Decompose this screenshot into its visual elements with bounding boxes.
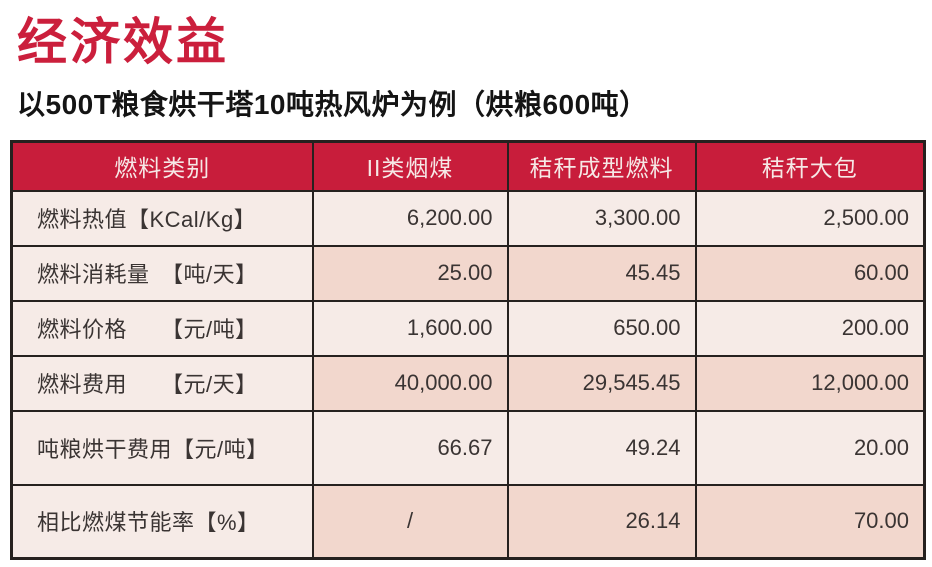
table-row: 燃料热值【KCal/Kg】 6,200.00 3,300.00 2,500.00 (10, 189, 926, 247)
value-cell: 45.45 (506, 244, 697, 302)
row-label-energy-saving-rate: 相比燃煤节能率【%】 (10, 483, 314, 560)
value-cell: 650.00 (506, 299, 697, 357)
value-cell: 70.00 (694, 483, 926, 560)
column-header-straw-briquette: 秸秆成型燃料 (506, 140, 697, 192)
value-cell: 2,500.00 (694, 189, 926, 247)
row-label-fuel-price: 燃料价格 【元/吨】 (10, 299, 314, 357)
value-cell: 200.00 (694, 299, 926, 357)
column-header-bituminous-coal: II类烟煤 (311, 140, 509, 192)
value-cell: 1,600.00 (311, 299, 509, 357)
row-label-fuel-cost: 燃料费用 【元/天】 (10, 354, 314, 412)
row-label-calorific-value: 燃料热值【KCal/Kg】 (10, 189, 314, 247)
row-label-drying-cost-per-ton: 吨粮烘干费用【元/吨】 (10, 409, 314, 486)
value-cell: 26.14 (506, 483, 697, 560)
row-label-fuel-consumption: 燃料消耗量 【吨/天】 (10, 244, 314, 302)
column-header-straw-bale: 秸秆大包 (694, 140, 926, 192)
value-cell: / (311, 483, 509, 560)
table-row: 燃料费用 【元/天】 40,000.00 29,545.45 12,000.00 (10, 354, 926, 412)
table-header-row: 燃料类别 II类烟煤 秸秆成型燃料 秸秆大包 (10, 140, 926, 192)
value-cell: 40,000.00 (311, 354, 509, 412)
value-cell: 3,300.00 (506, 189, 697, 247)
value-cell: 12,000.00 (694, 354, 926, 412)
fuel-comparison-table: 燃料类别 II类烟煤 秸秆成型燃料 秸秆大包 燃料热值【KCal/Kg】 6,2… (10, 140, 926, 560)
value-cell: 20.00 (694, 409, 926, 486)
table-row: 相比燃煤节能率【%】 / 26.14 70.00 (10, 483, 926, 560)
value-cell: 49.24 (506, 409, 697, 486)
value-cell: 66.67 (311, 409, 509, 486)
page-title: 经济效益 (17, 14, 229, 70)
table-row: 燃料价格 【元/吨】 1,600.00 650.00 200.00 (10, 299, 926, 357)
page-subtitle: 以500T粮食烘干塔10吨热风炉为例（烘粮600吨） (17, 89, 648, 120)
table-row: 燃料消耗量 【吨/天】 25.00 45.45 60.00 (10, 244, 926, 302)
column-header-fuel-type: 燃料类别 (10, 140, 314, 192)
value-cell: 29,545.45 (506, 354, 697, 412)
value-cell: 6,200.00 (311, 189, 509, 247)
value-cell: 60.00 (694, 244, 926, 302)
value-cell: 25.00 (311, 244, 509, 302)
table-row: 吨粮烘干费用【元/吨】 66.67 49.24 20.00 (10, 409, 926, 486)
